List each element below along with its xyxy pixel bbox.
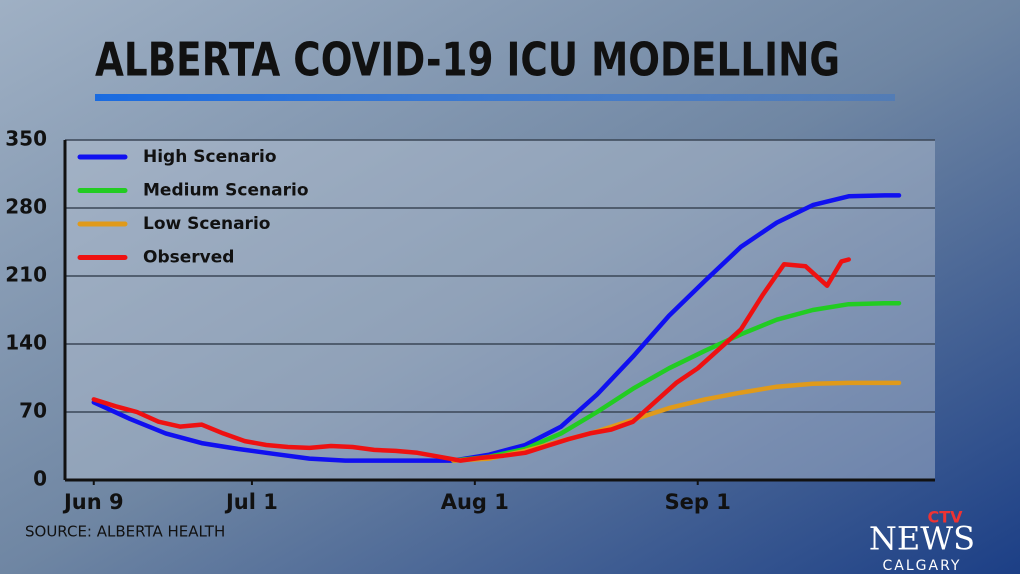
x-tick-label: Sep 1 (665, 490, 731, 514)
legend-label: Observed (143, 248, 234, 268)
series-line (451, 300, 902, 463)
series-line (91, 257, 851, 463)
y-tick-label: 350 (5, 127, 47, 151)
y-tick-label: 280 (5, 195, 47, 219)
x-tick-label: Aug 1 (441, 490, 509, 514)
x-tick-label: Jul 1 (224, 490, 278, 514)
logo-brand: CTV (927, 508, 963, 527)
series-line (91, 193, 902, 463)
chart-title: ALBERTA COVID-19 ICU MODELLING (95, 33, 840, 87)
logo-name: NEWS (869, 520, 975, 558)
y-tick-label: 70 (19, 399, 47, 423)
logo-city: CALGARY (883, 558, 962, 574)
x-tick-label: Jun 9 (62, 490, 124, 514)
y-tick-label: 0 (33, 467, 47, 491)
legend-label: Low Scenario (143, 214, 270, 234)
source: SOURCE: ALBERTA HEALTH (25, 523, 225, 541)
legend-label: Medium Scenario (143, 181, 309, 201)
plot-area (65, 140, 935, 480)
title-underline (95, 94, 895, 101)
y-tick-label: 210 (5, 263, 47, 287)
y-tick-label: 140 (5, 331, 47, 355)
legend-label: High Scenario (143, 147, 277, 167)
